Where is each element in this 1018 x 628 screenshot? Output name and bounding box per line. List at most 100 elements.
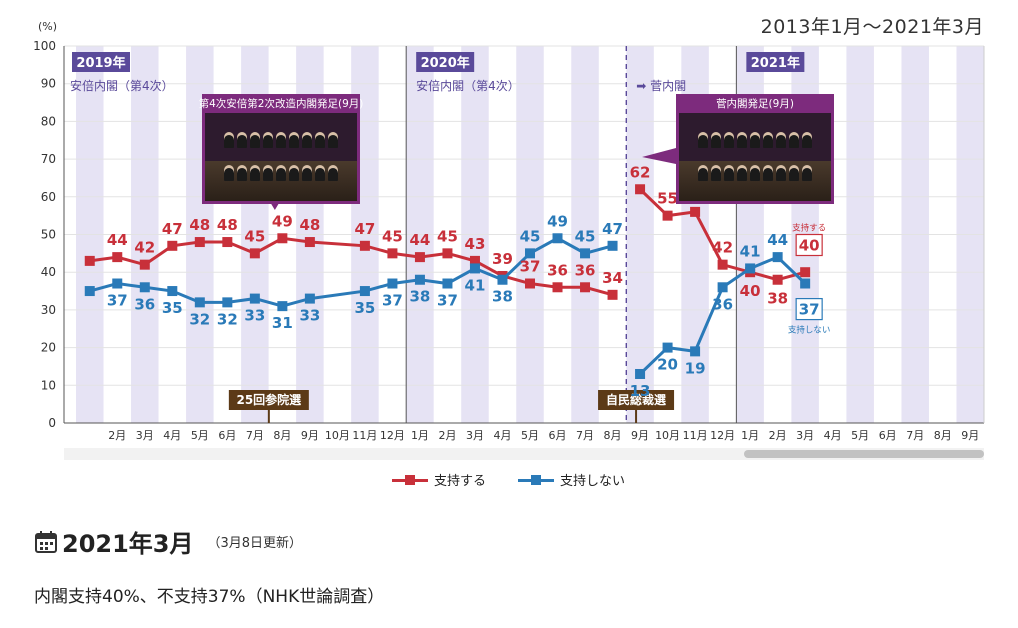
x-tick-label: 4月 [824,429,842,442]
x-tick-label: 1月 [411,429,429,442]
data-point-nonsupport [249,293,260,304]
data-point-nonsupport [690,346,701,357]
x-tick-label: 5月 [191,429,209,442]
value-label-support: 45 [437,227,458,245]
data-point-nonsupport [662,342,673,353]
value-label-nonsupport: 32 [217,310,238,328]
value-label-support: 45 [382,227,403,245]
x-tick-label: 9月 [961,429,979,442]
y-tick-label: 60 [41,190,56,204]
data-point-nonsupport [469,263,480,274]
data-point-support [580,282,591,293]
data-point-nonsupport [635,368,646,379]
data-point-support [772,274,783,285]
date-heading-sub: （3月8日更新） [207,536,303,551]
data-point-nonsupport [304,293,315,304]
x-tick-label: 3月 [136,429,154,442]
data-point-nonsupport [277,301,288,312]
latest-support-caption: 支持する [792,223,826,234]
data-point-support [194,237,205,248]
value-label-nonsupport: 41 [740,242,761,260]
value-label-nonsupport: 20 [657,356,678,374]
y-tick-label: 90 [41,77,56,91]
y-tick-label: 70 [41,152,56,166]
value-label-support: 44 [410,231,431,249]
x-tick-label: 10月 [655,429,680,442]
calendar-icon [35,530,57,553]
value-label-support: 47 [354,220,375,238]
y-tick-label: 20 [41,341,56,355]
legend-swatch-nonsupport [518,474,555,485]
legend-label-support: 支持する [434,474,487,489]
x-tick-label: 1月 [741,429,759,442]
data-point-support [139,259,150,270]
photo-caption-bar [202,94,360,111]
value-label-support: 47 [162,220,183,238]
x-tick-label: 10月 [325,429,350,442]
cabinet-photo-suga [676,110,834,204]
data-point-support [277,233,288,244]
data-point-support [607,289,618,300]
value-label-nonsupport: 19 [685,359,706,377]
data-point-nonsupport [414,274,425,285]
event-label: 自民総裁選 [606,392,666,407]
year-banner-label: 2021年 [751,55,800,71]
data-point-support [800,267,811,278]
latest-nonsupport-caption: 支持しない [788,325,831,336]
value-label-support: 36 [547,261,568,279]
value-label-support: 39 [492,250,513,268]
approval-rating-chart: 0 10 20 30 40 50 60 70 80 90 100 (%) 2月 3月 4月 5月 6月 7月 8月 9… [33,20,985,442]
date-heading: 2021年3月 （3月8日更新） [34,524,302,559]
value-label-nonsupport: 33 [244,307,265,325]
value-label-support: 38 [767,290,788,308]
data-point-nonsupport [525,248,535,259]
x-tick-label: 4月 [163,429,181,442]
year-banner [746,52,805,72]
value-label-support: 42 [134,239,155,257]
value-label-nonsupport: 45 [520,227,541,245]
value-label-support: 34 [602,269,623,287]
value-label-nonsupport: 33 [299,307,320,325]
event-label: 25回参院選 [236,392,301,407]
chart-scrollbar-thumb[interactable] [744,450,984,458]
data-point-support [469,255,480,266]
data-point-support [552,282,563,293]
value-label-nonsupport: 44 [767,231,788,249]
data-point-nonsupport [745,263,756,274]
data-point-nonsupport [167,286,178,297]
value-label-nonsupport: 36 [712,295,733,313]
data-point-support [387,248,398,259]
date-range-label: 2013年1月〜2021年3月 [760,16,984,38]
value-label-nonsupport: 47 [602,220,623,238]
value-label-nonsupport: 37 [382,292,403,310]
value-label-nonsupport: 38 [410,288,431,306]
x-tick-label: 6月 [879,429,897,442]
data-point-support [167,240,178,251]
y-tick-label: 10 [41,378,56,392]
year-banner-label: 2020年 [421,55,470,71]
x-tick-label: 11月 [352,429,377,442]
x-tick-label: 9月 [301,429,319,442]
data-point-support [717,259,728,270]
data-point-nonsupport [359,286,370,297]
value-label-support: 48 [217,216,238,234]
value-label-nonsupport: 37 [437,292,458,310]
value-label-support: 44 [107,231,128,249]
data-point-support [414,252,425,263]
legend-swatch-support [392,474,428,485]
x-tick-label: 5月 [521,429,539,442]
photo-caption: 菅内閣発足(9月) [716,97,794,110]
value-label-nonsupport: 35 [354,299,375,317]
data-point-support [222,237,233,248]
x-tick-label: 2月 [438,429,456,442]
data-point-support [442,248,453,259]
cabinet-label: 安倍内閣（第4次） [416,78,520,93]
legend-item-nonsupport: 支持しない [518,470,625,489]
data-point-nonsupport [800,278,811,289]
x-tick-label: 12月 [380,429,405,442]
y-tick-label: 40 [41,265,56,279]
value-label-nonsupport: 41 [465,276,486,294]
value-label-support: 48 [189,216,210,234]
date-heading-main: 2021年3月 [62,530,194,558]
